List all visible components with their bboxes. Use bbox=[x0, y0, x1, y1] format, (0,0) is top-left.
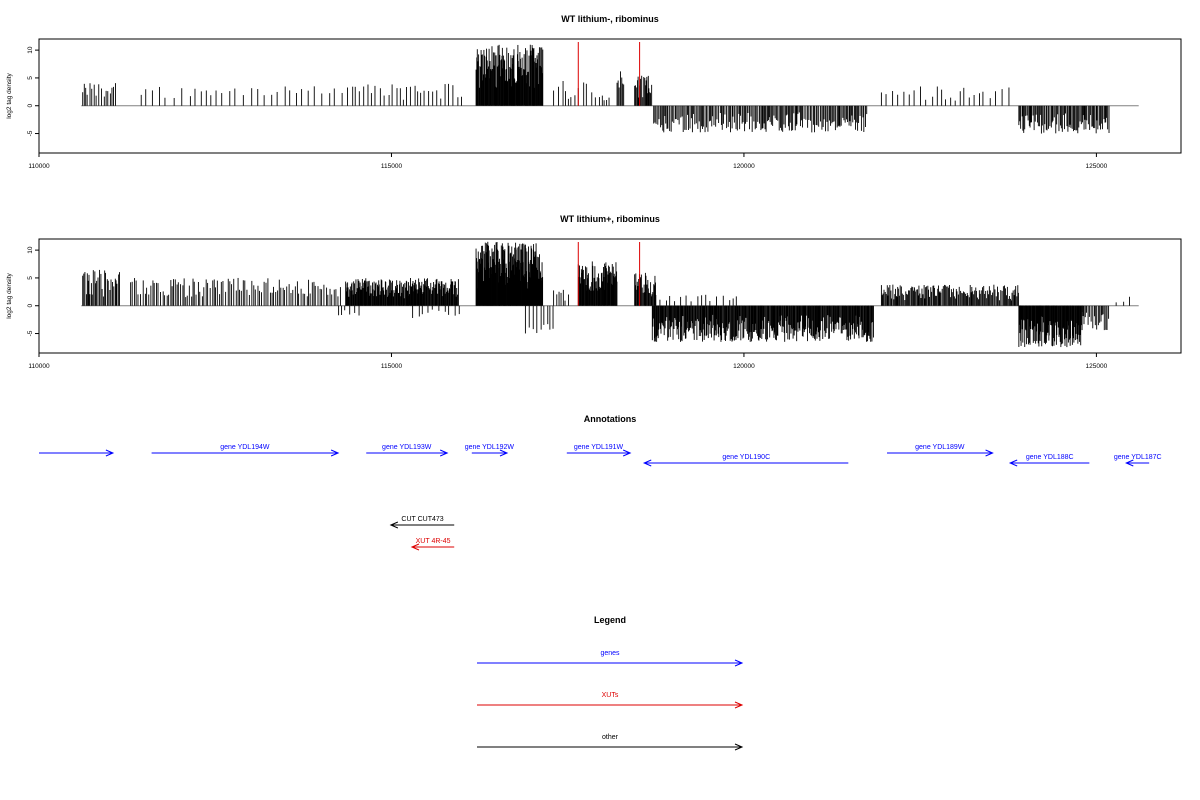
legend-title: Legend bbox=[594, 615, 626, 625]
legend-items: genes XUTs other bbox=[477, 650, 744, 751]
y-tick-label: 0 bbox=[27, 304, 34, 308]
y-tick-label: 5 bbox=[27, 276, 34, 280]
feature-arrow bbox=[410, 543, 455, 551]
x-tick-label: 120000 bbox=[733, 363, 755, 370]
feature-arrow bbox=[151, 449, 340, 457]
y-tick-label: 5 bbox=[27, 76, 34, 80]
x-tick-label: 120000 bbox=[733, 163, 755, 170]
x-tick-label: 110000 bbox=[28, 363, 50, 370]
feature-arrow bbox=[1125, 459, 1150, 467]
legend-arrow bbox=[477, 659, 744, 667]
x-tick-label: 115000 bbox=[381, 163, 403, 170]
x-tick-label: 125000 bbox=[1086, 163, 1108, 170]
feature-label: gene YDL187C bbox=[1114, 454, 1162, 461]
legend-label: genes bbox=[600, 650, 620, 657]
feature-arrow bbox=[642, 459, 849, 467]
track-panel-1: WT lithium-, ribominus log2 tag density … bbox=[6, 14, 1182, 170]
feature-label: gene YDL191W bbox=[574, 444, 624, 451]
feature-arrow bbox=[887, 449, 994, 457]
signal-bars-2 bbox=[81, 241, 1139, 348]
y-tick-label: -5 bbox=[27, 330, 34, 336]
axes-2: 110000 115000 120000 125000 -5 0 5 10 bbox=[27, 238, 1182, 370]
feature-label: CUT CUT473 bbox=[401, 516, 443, 523]
y-tick-label: 10 bbox=[27, 46, 34, 54]
y-tick-label: 10 bbox=[27, 246, 34, 254]
annotation-features: gene YDL194W gene YDL193W gene YDL192W gene… bbox=[39, 444, 1162, 551]
track-title-2: WT lithium+, ribominus bbox=[560, 214, 660, 224]
legend-arrow bbox=[477, 701, 744, 709]
feature-arrow bbox=[39, 449, 115, 457]
feature-arrow bbox=[566, 449, 632, 457]
feature-label: gene YDL194W bbox=[220, 444, 270, 451]
annotation-panel: Annotations gene YDL194W gene YDL193W gene… bbox=[39, 414, 1162, 551]
annotations-title: Annotations bbox=[584, 414, 637, 424]
feature-arrow bbox=[389, 521, 455, 529]
y-axis-label-1: log2 tag density bbox=[6, 72, 13, 118]
feature-label: gene YDL193W bbox=[382, 444, 432, 451]
axes-1: 110000 115000 120000 125000 -5 0 5 10 bbox=[27, 38, 1182, 170]
feature-label: gene YDL192W bbox=[465, 444, 515, 451]
track-title-1: WT lithium-, ribominus bbox=[561, 14, 659, 24]
feature-arrow bbox=[366, 449, 449, 457]
legend-panel: Legend genes XUTs other bbox=[477, 615, 744, 751]
feature-label: gene YDL188C bbox=[1026, 454, 1074, 461]
legend-label: XUTs bbox=[602, 692, 619, 699]
feature-arrow bbox=[471, 449, 509, 457]
y-tick-label: -5 bbox=[27, 130, 34, 136]
feature-label: gene YDL189W bbox=[915, 444, 965, 451]
feature-label: XUT 4R-45 bbox=[416, 538, 451, 545]
plot-frame bbox=[38, 38, 1182, 154]
legend-arrow bbox=[477, 743, 744, 751]
plot-frame bbox=[38, 238, 1182, 354]
track-panel-2: WT lithium+, ribominus log2 tag density … bbox=[6, 214, 1182, 370]
y-tick-label: 0 bbox=[27, 104, 34, 108]
feature-arrow bbox=[1008, 459, 1090, 467]
x-tick-label: 115000 bbox=[381, 363, 403, 370]
y-axis-label-2: log2 tag density bbox=[6, 272, 13, 318]
feature-label: gene YDL190C bbox=[722, 454, 770, 461]
x-tick-label: 110000 bbox=[28, 163, 50, 170]
x-tick-label: 125000 bbox=[1086, 363, 1108, 370]
signal-bars-1 bbox=[81, 42, 1139, 134]
legend-label: other bbox=[602, 734, 619, 741]
